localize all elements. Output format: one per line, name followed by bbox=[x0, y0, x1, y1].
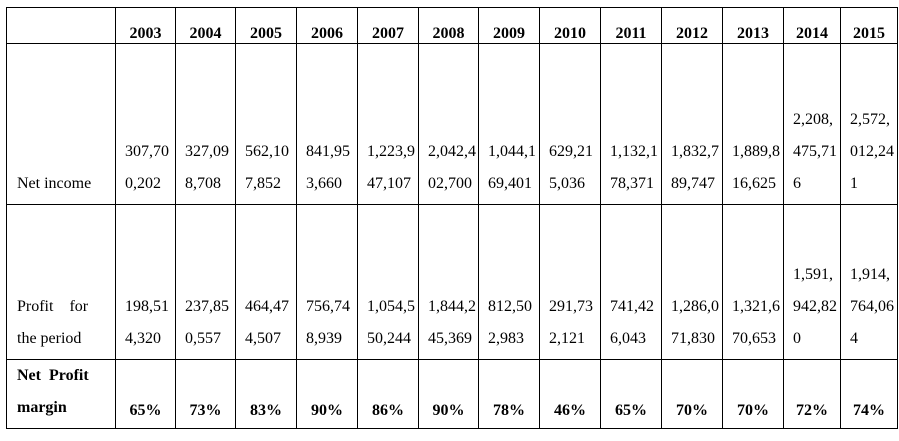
margin-cell: 46% bbox=[539, 359, 601, 429]
cell-value: 1,223,947,107 bbox=[367, 143, 415, 192]
header-year: 2010 bbox=[539, 7, 601, 44]
margin-cell: 83% bbox=[235, 359, 297, 429]
profit-cell: 1,286,071,830 bbox=[661, 204, 723, 360]
cell-value: 1,044,169,401 bbox=[488, 143, 536, 192]
cell-value: 327,098,708 bbox=[185, 143, 229, 192]
profit-cell: 1,054,550,244 bbox=[357, 204, 419, 360]
cell-value: 562,107,852 bbox=[245, 143, 289, 192]
header-year: 2005 bbox=[235, 7, 297, 44]
margin-cell: 65% bbox=[600, 359, 662, 429]
cell-value: 629,215,036 bbox=[549, 143, 593, 192]
header-year: 2011 bbox=[600, 7, 662, 44]
row-label-net-profit-margin: Net Profit margin bbox=[6, 359, 116, 429]
financial-table: 2003 2004 2005 2006 2007 2008 2009 2010 … bbox=[6, 7, 898, 429]
profit-cell: 741,426,043 bbox=[600, 204, 662, 360]
header-year: 2015 bbox=[840, 7, 898, 44]
net-income-cell: 1,044,169,401 bbox=[478, 43, 540, 205]
cell-value: 1,832,789,747 bbox=[671, 143, 719, 192]
cell-value: 1,914,764,064 bbox=[850, 266, 894, 347]
net-income-cell: 1,832,789,747 bbox=[661, 43, 723, 205]
cell-value: 2,208,475,716 bbox=[793, 111, 837, 192]
net-income-cell: 1,223,947,107 bbox=[357, 43, 419, 205]
margin-cell: 65% bbox=[115, 359, 176, 429]
header-empty-cell bbox=[6, 7, 116, 44]
profit-cell: 756,748,939 bbox=[296, 204, 358, 360]
cell-value: 812,502,983 bbox=[488, 298, 532, 347]
profit-cell: 237,850,557 bbox=[175, 204, 236, 360]
net-income-cell: 2,042,402,700 bbox=[418, 43, 479, 205]
margin-cell: 90% bbox=[418, 359, 479, 429]
net-profit-margin-row: Net Profit margin 65% 73% 83% 90% 86% 90… bbox=[6, 359, 898, 429]
cell-value: 1,054,550,244 bbox=[367, 298, 415, 347]
net-income-cell: 841,953,660 bbox=[296, 43, 358, 205]
margin-cell: 74% bbox=[840, 359, 898, 429]
margin-cell: 72% bbox=[783, 359, 841, 429]
cell-value: 237,850,557 bbox=[185, 298, 229, 347]
cell-value: 1,321,670,653 bbox=[732, 298, 780, 347]
net-income-row: Net income 307,700,202 327,098,708 562,1… bbox=[6, 43, 898, 205]
cell-value: 741,426,043 bbox=[610, 298, 654, 347]
header-year: 2012 bbox=[661, 7, 723, 44]
profit-for-period-row: Profit for the period 198,514,320 237,85… bbox=[6, 204, 898, 360]
profit-cell: 812,502,983 bbox=[478, 204, 540, 360]
header-year: 2014 bbox=[783, 7, 841, 44]
row-label-line: the period bbox=[17, 330, 82, 347]
cell-value: 307,700,202 bbox=[125, 143, 169, 192]
net-income-cell: 629,215,036 bbox=[539, 43, 601, 205]
net-income-cell: 307,700,202 bbox=[115, 43, 176, 205]
net-income-cell: 2,572,012,241 bbox=[840, 43, 898, 205]
row-label-line: margin bbox=[17, 399, 67, 416]
profit-cell: 464,474,507 bbox=[235, 204, 297, 360]
cell-value: 291,732,121 bbox=[549, 298, 593, 347]
cell-value: 756,748,939 bbox=[306, 298, 350, 347]
cell-value: 841,953,660 bbox=[306, 143, 350, 192]
financial-table-container: 2003 2004 2005 2006 2007 2008 2009 2010 … bbox=[6, 7, 898, 429]
cell-value: 2,042,402,700 bbox=[428, 143, 476, 192]
profit-cell: 291,732,121 bbox=[539, 204, 601, 360]
row-label-line: Net income bbox=[17, 175, 92, 192]
row-label-net-income: Net income bbox=[6, 43, 116, 205]
profit-cell: 1,914,764,064 bbox=[840, 204, 898, 360]
net-income-cell: 327,098,708 bbox=[175, 43, 236, 205]
header-year: 2006 bbox=[296, 7, 358, 44]
margin-cell: 86% bbox=[357, 359, 419, 429]
header-year: 2013 bbox=[722, 7, 784, 44]
net-income-cell: 1,132,178,371 bbox=[600, 43, 662, 205]
header-year: 2003 bbox=[115, 7, 176, 44]
cell-value: 1,844,245,369 bbox=[428, 298, 476, 347]
margin-cell: 73% bbox=[175, 359, 236, 429]
net-income-cell: 2,208,475,716 bbox=[783, 43, 841, 205]
profit-cell: 1,844,245,369 bbox=[418, 204, 479, 360]
margin-cell: 78% bbox=[478, 359, 540, 429]
cell-value: 1,889,816,625 bbox=[732, 143, 780, 192]
row-label-line: Profit for bbox=[17, 298, 89, 315]
margin-cell: 90% bbox=[296, 359, 358, 429]
net-income-cell: 562,107,852 bbox=[235, 43, 297, 205]
margin-cell: 70% bbox=[722, 359, 784, 429]
header-year: 2004 bbox=[175, 7, 236, 44]
net-income-cell: 1,889,816,625 bbox=[722, 43, 784, 205]
profit-cell: 1,321,670,653 bbox=[722, 204, 784, 360]
profit-cell: 1,591,942,820 bbox=[783, 204, 841, 360]
header-year: 2008 bbox=[418, 7, 479, 44]
cell-value: 1,132,178,371 bbox=[610, 143, 658, 192]
cell-value: 198,514,320 bbox=[125, 298, 169, 347]
cell-value: 1,286,071,830 bbox=[671, 298, 719, 347]
row-label-profit-for-period: Profit for the period bbox=[6, 204, 116, 360]
cell-value: 464,474,507 bbox=[245, 298, 289, 347]
header-year: 2009 bbox=[478, 7, 540, 44]
profit-cell: 198,514,320 bbox=[115, 204, 176, 360]
cell-value: 2,572,012,241 bbox=[850, 111, 894, 192]
margin-cell: 70% bbox=[661, 359, 723, 429]
row-label-line: Net Profit bbox=[17, 367, 89, 384]
header-year: 2007 bbox=[357, 7, 419, 44]
cell-value: 1,591,942,820 bbox=[793, 266, 837, 347]
header-row: 2003 2004 2005 2006 2007 2008 2009 2010 … bbox=[6, 7, 898, 44]
